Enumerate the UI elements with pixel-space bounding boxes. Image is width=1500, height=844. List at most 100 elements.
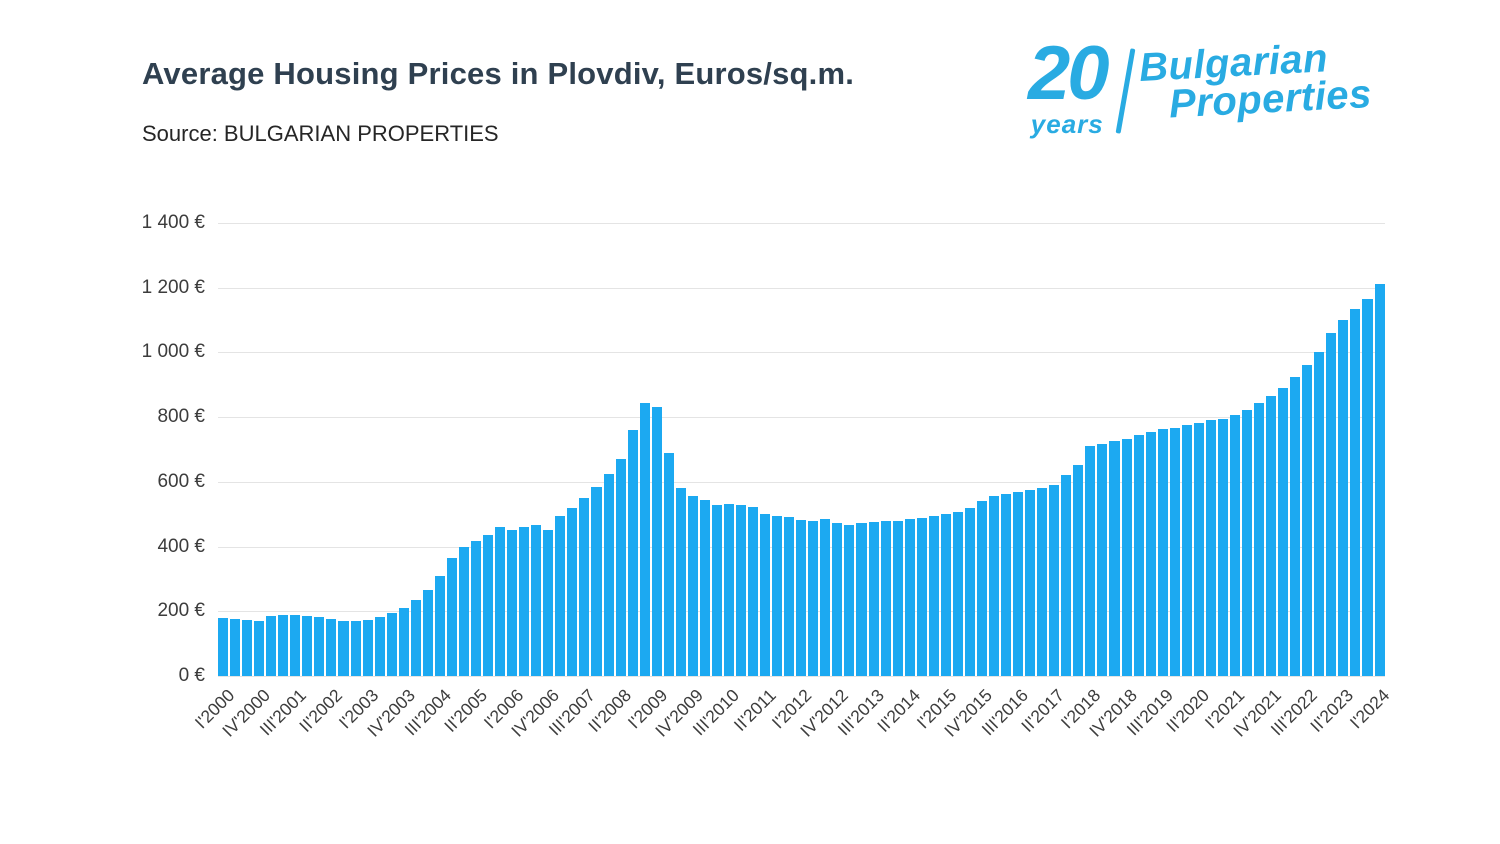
bar-II'2002[interactable] [326, 619, 337, 676]
bar-III'2023[interactable] [1350, 308, 1361, 676]
bar-IV'2008[interactable] [639, 402, 650, 676]
bar-I'2005[interactable] [458, 546, 469, 676]
bar-I'2019[interactable] [1133, 435, 1144, 676]
bar-III'2006[interactable] [531, 524, 542, 676]
bar-I'2013[interactable] [844, 524, 855, 676]
bar-IV'2014[interactable] [928, 516, 939, 676]
bar-II'2000[interactable] [230, 619, 241, 676]
bar-I'2024[interactable] [1374, 284, 1385, 676]
bar-I'2012[interactable] [796, 520, 807, 676]
bar-II'2010[interactable] [711, 505, 722, 676]
bar-II'2020[interactable] [1193, 422, 1204, 676]
bar-IV'2007[interactable] [591, 486, 602, 676]
bar-IV'2017[interactable] [1073, 465, 1084, 676]
bar-IV'2000[interactable] [254, 621, 265, 676]
bar-II'2017[interactable] [1049, 485, 1060, 676]
bar-I'2017[interactable] [1037, 487, 1048, 676]
bar-II'2009[interactable] [663, 452, 674, 676]
bar-III'2021[interactable] [1254, 403, 1265, 676]
bar-III'2004[interactable] [434, 575, 445, 676]
bar-IV'2020[interactable] [1217, 418, 1228, 676]
bar-IV'2003[interactable] [398, 608, 409, 676]
bar-III'2019[interactable] [1157, 429, 1168, 676]
bar-IV'2010[interactable] [736, 505, 747, 676]
bar-IV'2013[interactable] [880, 521, 891, 676]
bar-IV'2005[interactable] [495, 526, 506, 676]
bar-IV'2018[interactable] [1121, 438, 1132, 676]
bar-IV'2021[interactable] [1266, 396, 1277, 676]
bar-IV'2019[interactable] [1169, 427, 1180, 676]
bar-III'2011[interactable] [772, 515, 783, 676]
bar-III'2001[interactable] [290, 615, 301, 676]
bar-III'2010[interactable] [723, 503, 735, 676]
bar-II'2011[interactable] [760, 514, 771, 676]
plot-area [218, 223, 1385, 677]
bar-III'2018[interactable] [1109, 441, 1120, 676]
bar-III'2013[interactable] [868, 521, 879, 676]
bar-III'2014[interactable] [916, 518, 927, 676]
bar-II'2012[interactable] [808, 521, 819, 676]
bar-II'2005[interactable] [470, 540, 482, 676]
bar-III'2012[interactable] [820, 519, 831, 676]
bar-III'2020[interactable] [1205, 420, 1216, 676]
bar-I'2007[interactable] [555, 515, 566, 676]
bar-IV'2004[interactable] [446, 557, 457, 676]
bar-II'2016[interactable] [1001, 494, 1012, 676]
bar-II'2018[interactable] [1097, 443, 1108, 676]
bar-IV'2009[interactable] [687, 496, 698, 676]
bar-III'2022[interactable] [1302, 365, 1313, 676]
bar-I'2022[interactable] [1278, 388, 1289, 676]
bar-III'2017[interactable] [1061, 474, 1072, 676]
bar-I'2011[interactable] [748, 507, 759, 676]
bar-III'2009[interactable] [675, 488, 686, 676]
bar-IV'2022[interactable] [1314, 352, 1325, 676]
bar-II'2023[interactable] [1338, 320, 1349, 676]
bar-I'2001[interactable] [266, 615, 277, 676]
gridline [218, 223, 1385, 224]
bar-I'2015[interactable] [940, 514, 951, 676]
bar-II'2019[interactable] [1145, 432, 1156, 676]
bar-III'2005[interactable] [483, 535, 494, 676]
bar-II'2021[interactable] [1241, 410, 1253, 676]
bar-I'2021[interactable] [1229, 414, 1240, 676]
bar-II'2006[interactable] [519, 527, 530, 676]
logo-divider [1115, 48, 1135, 134]
bar-III'2000[interactable] [242, 620, 253, 676]
bar-I'2020[interactable] [1181, 425, 1192, 676]
bar-IV'2015[interactable] [976, 501, 987, 676]
bar-II'2008[interactable] [615, 459, 626, 676]
bar-II'2013[interactable] [856, 523, 867, 676]
bar-I'2014[interactable] [892, 520, 903, 676]
bar-IV'2001[interactable] [302, 615, 313, 676]
bar-II'2001[interactable] [278, 614, 289, 676]
bar-III'2008[interactable] [627, 430, 638, 676]
bar-I'2003[interactable] [362, 619, 373, 676]
bar-I'2016[interactable] [989, 496, 1000, 676]
bar-II'2015[interactable] [952, 512, 963, 676]
bar-I'2008[interactable] [603, 473, 614, 676]
bar-II'2007[interactable] [567, 507, 578, 676]
bar-IV'2006[interactable] [543, 529, 554, 676]
bar-I'2010[interactable] [699, 499, 710, 676]
bar-IV'2011[interactable] [784, 517, 795, 676]
bar-I'2018[interactable] [1085, 446, 1096, 676]
bar-III'2007[interactable] [579, 498, 590, 676]
bar-II'2004[interactable] [422, 590, 433, 676]
bar-I'2002[interactable] [314, 617, 325, 676]
bar-IV'2012[interactable] [832, 523, 843, 676]
bar-I'2009[interactable] [651, 407, 662, 676]
bar-IV'2002[interactable] [350, 621, 361, 676]
bar-II'2003[interactable] [374, 617, 385, 676]
bar-IV'2023[interactable] [1362, 299, 1373, 676]
bar-III'2002[interactable] [338, 620, 349, 676]
bar-III'2003[interactable] [386, 613, 397, 676]
bar-II'2014[interactable] [904, 519, 915, 676]
bar-III'2016[interactable] [1013, 491, 1024, 676]
bar-II'2022[interactable] [1290, 376, 1301, 676]
bar-III'2015[interactable] [964, 508, 975, 676]
bar-I'2000[interactable] [218, 617, 229, 676]
bar-I'2004[interactable] [410, 599, 421, 676]
bar-IV'2016[interactable] [1025, 489, 1036, 676]
bar-I'2006[interactable] [507, 529, 518, 676]
bar-I'2023[interactable] [1326, 333, 1337, 676]
